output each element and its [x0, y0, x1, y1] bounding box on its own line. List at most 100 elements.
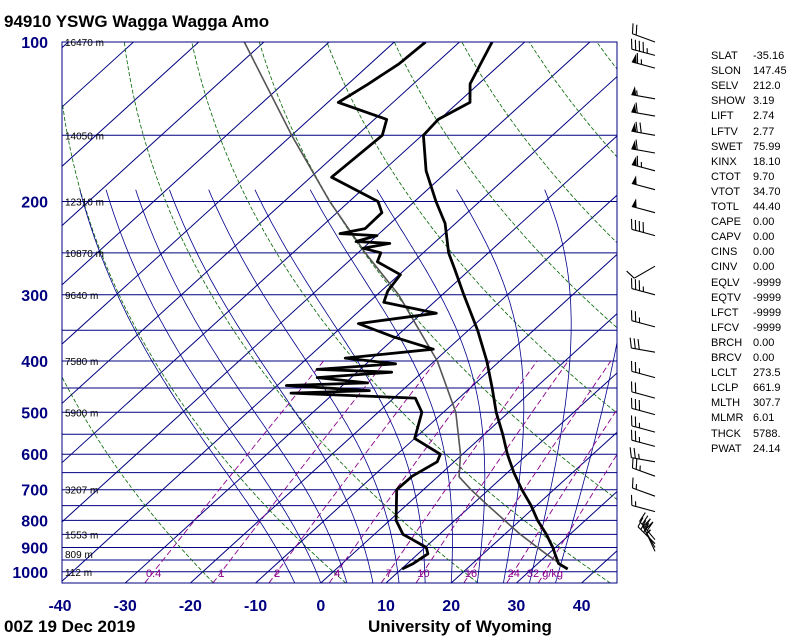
- pressure-tick-label: 800: [21, 513, 48, 530]
- wind-barb-staff: [631, 164, 656, 172]
- pressure-tick-label: 700: [21, 483, 48, 500]
- moist-adiabat-line: [135, 189, 348, 583]
- index-value: 0.00: [753, 246, 775, 259]
- index-row: BRCV 0.00: [711, 352, 774, 364]
- index-row: MLMR 6.01: [711, 412, 774, 424]
- temperature-profile: [422, 42, 569, 571]
- parcel-path: [243, 42, 569, 570]
- temperature-tick-label: 20: [442, 598, 460, 615]
- wind-barb-half: [638, 422, 641, 428]
- wind-barb: [626, 265, 656, 279]
- index-name: VTOT: [711, 185, 741, 198]
- wind-barb-full: [634, 219, 637, 231]
- index-name: MLTH: [711, 397, 741, 410]
- isotherm-line: [62, 42, 460, 405]
- height-label: 7580 m: [65, 357, 98, 368]
- wind-barb-full: [635, 24, 638, 36]
- isotherm-line: [450, 431, 617, 583]
- index-row: EQTV -9999: [711, 292, 781, 304]
- wind-barb: [630, 429, 656, 447]
- index-value: 5788.: [753, 427, 781, 440]
- wind-barb: [631, 121, 656, 136]
- mixing-ratio-label: 4: [334, 568, 340, 580]
- wind-barb: [631, 477, 656, 497]
- wind-barb: [630, 381, 656, 399]
- height-label: 3207 m: [65, 486, 98, 497]
- height-label: 809 m: [65, 550, 93, 561]
- pressure-tick-label: 500: [21, 405, 48, 422]
- wind-barb-full: [630, 415, 633, 426]
- wind-barb-full: [637, 517, 644, 527]
- index-value: 2.74: [753, 110, 775, 123]
- height-label: 112 m: [65, 568, 92, 579]
- wind-barb: [630, 360, 656, 379]
- wind-barb-full: [630, 494, 633, 506]
- index-name: BRCV: [711, 352, 742, 364]
- pressure-tick-label: 900: [21, 541, 48, 558]
- index-row: BRCH 0.00: [711, 337, 774, 349]
- wind-barb-full: [631, 457, 634, 469]
- index-row: LFCT -9999: [711, 307, 781, 319]
- index-value: 44.40: [753, 201, 781, 213]
- isotherm-line: [62, 42, 330, 286]
- moist-adiabat-line: [105, 189, 322, 583]
- index-row: SWET 75.99: [711, 141, 781, 153]
- index-value: 34.70: [753, 185, 781, 198]
- index-row: SHOW 3.19: [711, 95, 774, 107]
- index-value: -35.16: [753, 50, 785, 62]
- dry-adiabat-line: [258, 42, 617, 500]
- wind-barb-full: [640, 520, 647, 530]
- index-row: MLTH 307.7: [711, 397, 781, 409]
- index-value: 0.00: [753, 336, 775, 349]
- mixing-ratio-label: 2: [274, 568, 280, 580]
- isotherm-line: [62, 75, 617, 582]
- wind-barb-staff: [632, 487, 656, 497]
- wind-barb-full: [631, 23, 634, 34]
- temperature-tick-label: -20: [179, 598, 202, 615]
- moist-adiabat-line: [79, 189, 296, 583]
- index-value: 661.9: [753, 382, 781, 395]
- mixing-ratio-line: [268, 360, 437, 583]
- wind-barb-pennant: [631, 175, 637, 185]
- wind-barb: [629, 447, 656, 463]
- mixing-ratio-label: 7: [386, 568, 392, 580]
- index-row: THCK 5788.: [711, 428, 781, 440]
- wind-barb-full: [633, 338, 636, 349]
- wind-barb-staff: [633, 265, 656, 279]
- wind-barb: [631, 198, 656, 214]
- wind-barb-full: [634, 311, 637, 322]
- mixing-ratio-line: [463, 360, 612, 583]
- wind-barb-staff: [644, 529, 656, 552]
- plot-frame: [61, 41, 618, 584]
- mixing-ratio-label: 24: [508, 568, 520, 580]
- dry-adiabat-line: [62, 97, 347, 583]
- wind-barb: [631, 102, 656, 117]
- index-name: EQLV: [711, 276, 740, 289]
- background-lines: [0, 42, 617, 583]
- temperature-tick-label: 10: [377, 598, 395, 615]
- index-name: CAPV: [711, 231, 741, 244]
- wind-barb-staff: [631, 205, 656, 214]
- moist-adiabat-line: [309, 189, 453, 583]
- wind-barb: [631, 457, 656, 477]
- wind-barb-full: [639, 512, 646, 522]
- moist-adiabat-line: [254, 189, 426, 583]
- index-name: CAPE: [711, 216, 741, 229]
- index-value: -9999: [753, 321, 782, 334]
- isotherm-line: [62, 42, 69, 49]
- wind-barb-full: [630, 310, 633, 321]
- wind-barb-half: [642, 286, 644, 292]
- index-value: 6.01: [753, 412, 775, 425]
- isotherm-line: [0, 42, 3, 583]
- index-name: MLMR: [711, 412, 744, 425]
- wind-barb: [631, 175, 656, 191]
- index-row: CAPE 0.00: [711, 216, 774, 228]
- wind-barb-full: [638, 221, 641, 232]
- wind-barb-staff: [631, 182, 656, 191]
- index-name: TOTL: [711, 201, 739, 213]
- isotherm-line: [62, 42, 134, 108]
- wind-barb-half: [640, 161, 643, 168]
- dry-adiabat-line: [123, 42, 479, 583]
- wind-barb-full: [630, 278, 633, 289]
- index-name: LCLT: [711, 367, 738, 380]
